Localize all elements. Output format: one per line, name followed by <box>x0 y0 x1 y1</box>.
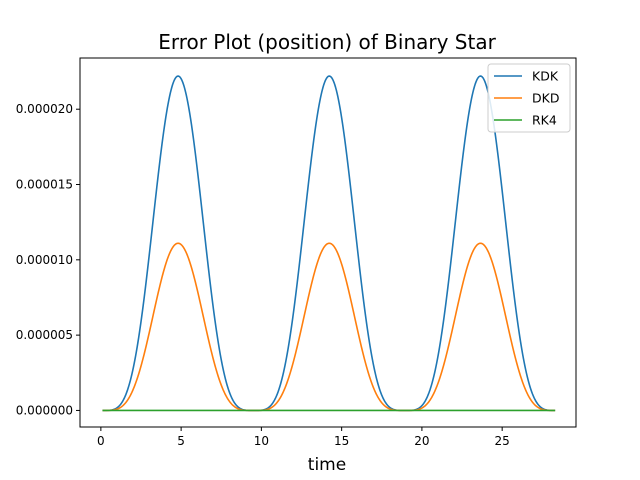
axes: 0 5 10 15 20 25 0.000000 0.000005 0.000010 0.0000… <box>16 57 577 448</box>
x-tick-label-4: 20 <box>414 434 429 448</box>
legend-label-rk4: RK4 <box>532 113 557 128</box>
x-tick-label-1: 5 <box>177 434 185 448</box>
plot-area <box>102 75 556 412</box>
axes-frame <box>79 57 577 428</box>
x-tick-label-0: 0 <box>97 434 105 448</box>
x-tick-label-5: 25 <box>495 434 510 448</box>
chart-title: Error Plot (position) of Binary Star <box>158 30 496 54</box>
series-line-kdk <box>102 75 556 412</box>
y-tick-label-1: 0.000005 <box>16 328 73 342</box>
legend-box <box>487 63 571 133</box>
legend: KDK DKD RK4 <box>487 63 571 133</box>
y-tick-label-0: 0.000000 <box>16 403 73 417</box>
series-line-dkd <box>102 242 556 412</box>
legend-label-dkd: DKD <box>532 91 559 106</box>
y-tick-label-3: 0.000015 <box>16 178 73 192</box>
legend-label-kdk: KDK <box>532 69 559 84</box>
x-tick-label-2: 10 <box>254 434 269 448</box>
y-tick-label-4: 0.000020 <box>16 102 73 116</box>
x-axis-label: time <box>308 455 346 475</box>
x-tick-label-3: 15 <box>334 434 349 448</box>
y-tick-label-2: 0.000010 <box>16 253 73 267</box>
